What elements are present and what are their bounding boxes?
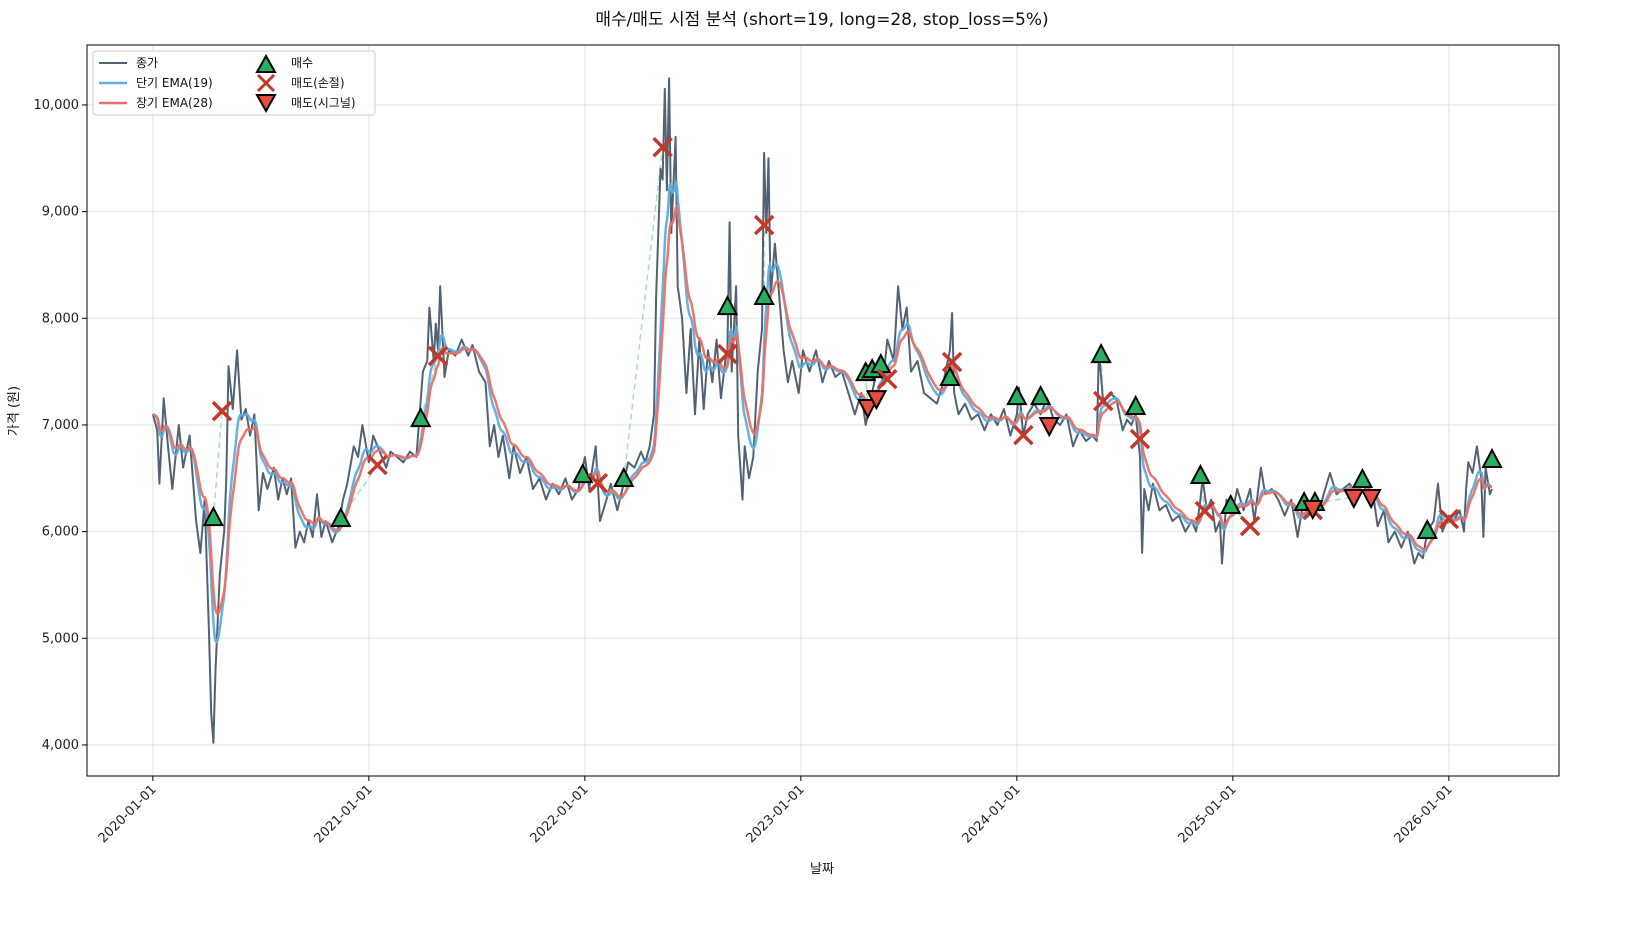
sell-stop-marker	[587, 472, 609, 494]
sell-stop-marker	[1129, 428, 1151, 450]
sell-signal-marker	[1360, 489, 1382, 510]
sell-stop-marker	[211, 400, 233, 422]
trade-line	[623, 147, 664, 480]
sell-stop-marker	[1239, 515, 1261, 537]
x-axis-label: 날짜	[810, 862, 834, 877]
buy-marker	[716, 294, 739, 316]
legend-long-ema-label: 장기 EMA(28)	[136, 96, 213, 110]
sell-signal-marker	[1302, 500, 1324, 521]
sell-stop-marker	[1093, 390, 1114, 412]
buy-marker	[1090, 342, 1112, 364]
long-ema-line	[152, 203, 1493, 615]
x-tick-label: 2021-01-01	[312, 782, 376, 846]
sell-stop-marker	[427, 345, 449, 367]
legend-buy-label: 매수	[291, 56, 313, 70]
sell-stop-marker	[941, 351, 963, 373]
buy-marker	[1029, 384, 1052, 406]
plot-frame	[86, 44, 1560, 777]
sell-stop-marker	[877, 368, 898, 390]
legend-sell-signal-label: 매도(시그널)	[291, 96, 356, 110]
legend-box	[92, 50, 376, 116]
sell-stop-marker	[367, 454, 388, 476]
buy-marker	[1481, 447, 1503, 469]
buy-marker	[330, 506, 352, 528]
legend-short-ema-label: 단기 EMA(19)	[136, 76, 213, 90]
sell-signal-marker	[865, 390, 888, 411]
sell-signal-marker	[1343, 489, 1365, 510]
trade-line	[1314, 496, 1354, 504]
x-tick-label: 2022-01-01	[528, 782, 592, 846]
x-axis: 2020-01-01 2021-01-01 2022-01-01 2023-01-01…	[96, 776, 1456, 846]
sell-stop-marker	[652, 136, 673, 158]
buy-marker	[1220, 493, 1242, 515]
legend: 종가 단기 EMA(19) 장기 EMA(28) 매수 매도(손절) 매도(시그…	[92, 50, 376, 116]
buy-marker	[1351, 467, 1374, 488]
legend-buy-icon	[255, 53, 277, 73]
buy-marker	[939, 365, 961, 387]
legend-sell-signal-icon	[255, 94, 277, 114]
buy-marker	[1124, 394, 1147, 416]
sell-stop-marker	[753, 214, 775, 236]
series	[151, 77, 1493, 744]
grid	[87, 45, 1559, 776]
buy-marker	[1006, 384, 1028, 406]
y-axis-label: 가격 (원)	[7, 386, 22, 436]
y-tick-label: 5,000	[42, 631, 79, 646]
y-tick-label: 4,000	[42, 738, 79, 753]
sell-stop-marker	[717, 343, 738, 365]
legend-sell-stop-label: 매도(손절)	[291, 76, 345, 90]
trade-line	[212, 411, 223, 519]
x-tick-label: 2023-01-01	[744, 782, 808, 846]
y-tick-label: 10,000	[34, 98, 80, 113]
x-tick-label: 2025-01-01	[1176, 782, 1240, 846]
x-tick-label: 2024-01-01	[960, 782, 1024, 846]
y-tick-label: 7,000	[42, 418, 79, 433]
y-tick-label: 9,000	[42, 205, 79, 220]
buy-marker	[613, 466, 635, 488]
buy-marker	[753, 284, 775, 306]
y-tick-label: 6,000	[42, 525, 79, 540]
short-ema-line	[152, 179, 1493, 644]
buy-marker	[1416, 518, 1438, 539]
legend-sell-stop-icon	[256, 73, 276, 93]
trade-lines	[212, 147, 1450, 532]
buy-marker	[410, 406, 432, 428]
legend-close-label: 종가	[136, 56, 158, 70]
chart-title: 매수/매도 시점 분석 (short=19, long=28, stop_los…	[595, 10, 1048, 30]
y-axis: 4,000 5,000 6,000 7,000 8,000 9,000 10,000	[34, 98, 87, 753]
sell-signal-marker	[1038, 417, 1060, 438]
x-tick-label: 2026-01-01	[1392, 782, 1456, 846]
buy-marker	[202, 505, 225, 527]
sell-stop-marker	[1013, 424, 1034, 446]
close-price-line	[151, 77, 1493, 744]
x-tick-label: 2020-01-01	[96, 782, 160, 846]
sell-signal-marker	[857, 399, 879, 420]
buy-marker	[1189, 463, 1212, 485]
markers	[202, 136, 1503, 539]
y-tick-label: 8,000	[42, 311, 79, 326]
sell-stop-marker	[1438, 508, 1460, 530]
buy-marker	[572, 462, 594, 484]
sell-stop-marker	[1194, 500, 1216, 522]
